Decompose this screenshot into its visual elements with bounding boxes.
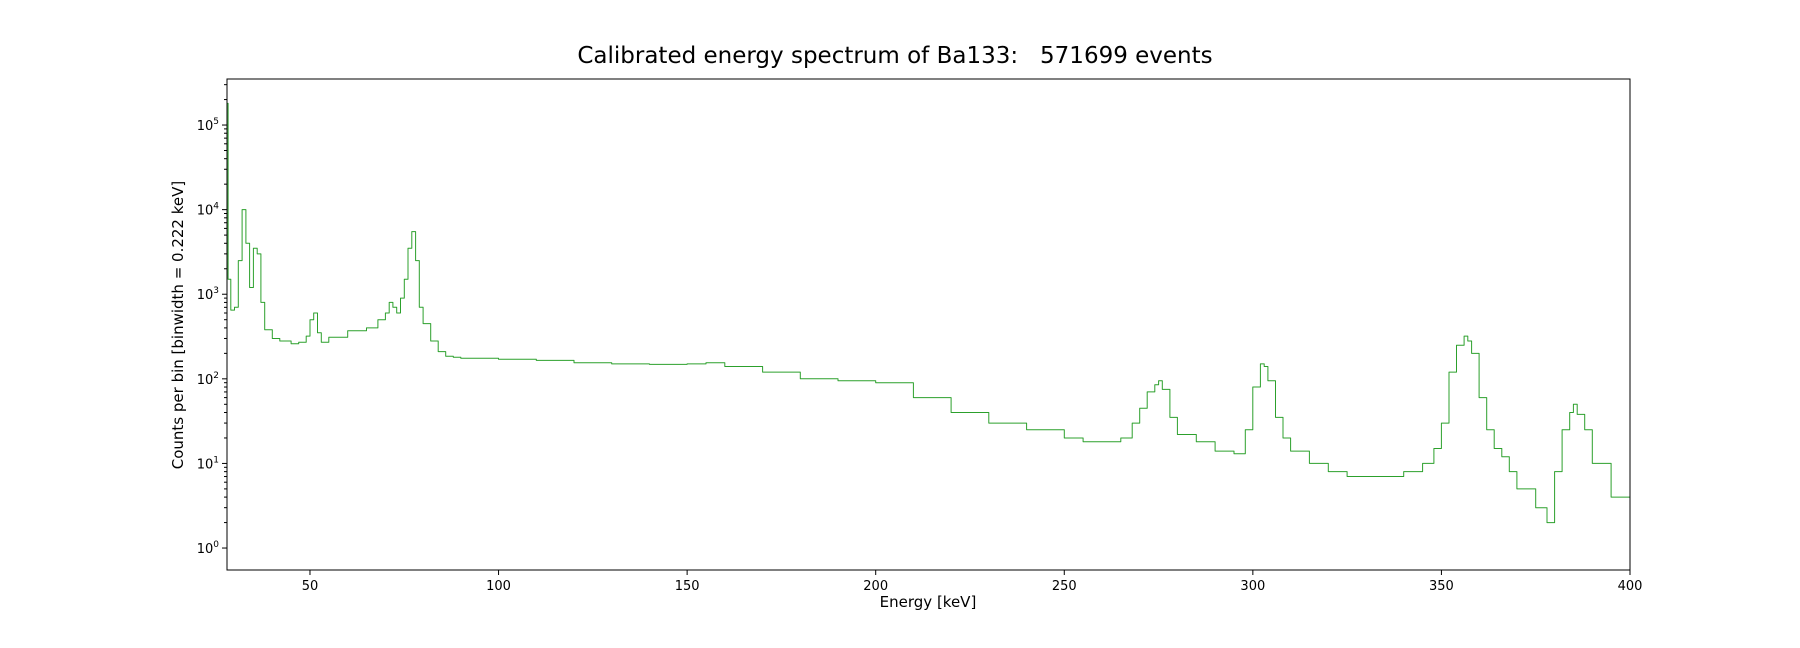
y-tick-label: 101 (197, 455, 219, 472)
x-tick-label: 400 (1618, 579, 1643, 594)
x-tick-label: 200 (863, 579, 888, 594)
spectrum-series-line (227, 102, 1631, 524)
plot-frame (226, 78, 1631, 571)
chart-title: Calibrated energy spectrum of Ba133: 571… (577, 43, 1212, 69)
x-tick-label: 350 (1429, 579, 1454, 594)
x-tick-label: 150 (675, 579, 700, 594)
y-axis-ticks: 100 101 102 103 104 105 (197, 84, 227, 557)
y-axis-label: Counts per bin [binwidth = 0.222 keV] (169, 181, 187, 469)
y-tick-label: 104 (197, 202, 220, 219)
x-tick-label: 100 (486, 579, 511, 594)
y-tick-label: 105 (197, 117, 219, 134)
y-tick-label: 103 (197, 286, 219, 303)
y-tick-label: 102 (197, 371, 219, 388)
y-tick-label: 100 (197, 540, 220, 557)
x-tick-label: 50 (302, 579, 319, 594)
x-axis-ticks: 50 100 150 200 250 300 350 400 (302, 570, 1643, 594)
x-tick-label: 250 (1052, 579, 1077, 594)
x-tick-label: 300 (1240, 579, 1265, 594)
x-axis-label: Energy [keV] (880, 593, 977, 611)
